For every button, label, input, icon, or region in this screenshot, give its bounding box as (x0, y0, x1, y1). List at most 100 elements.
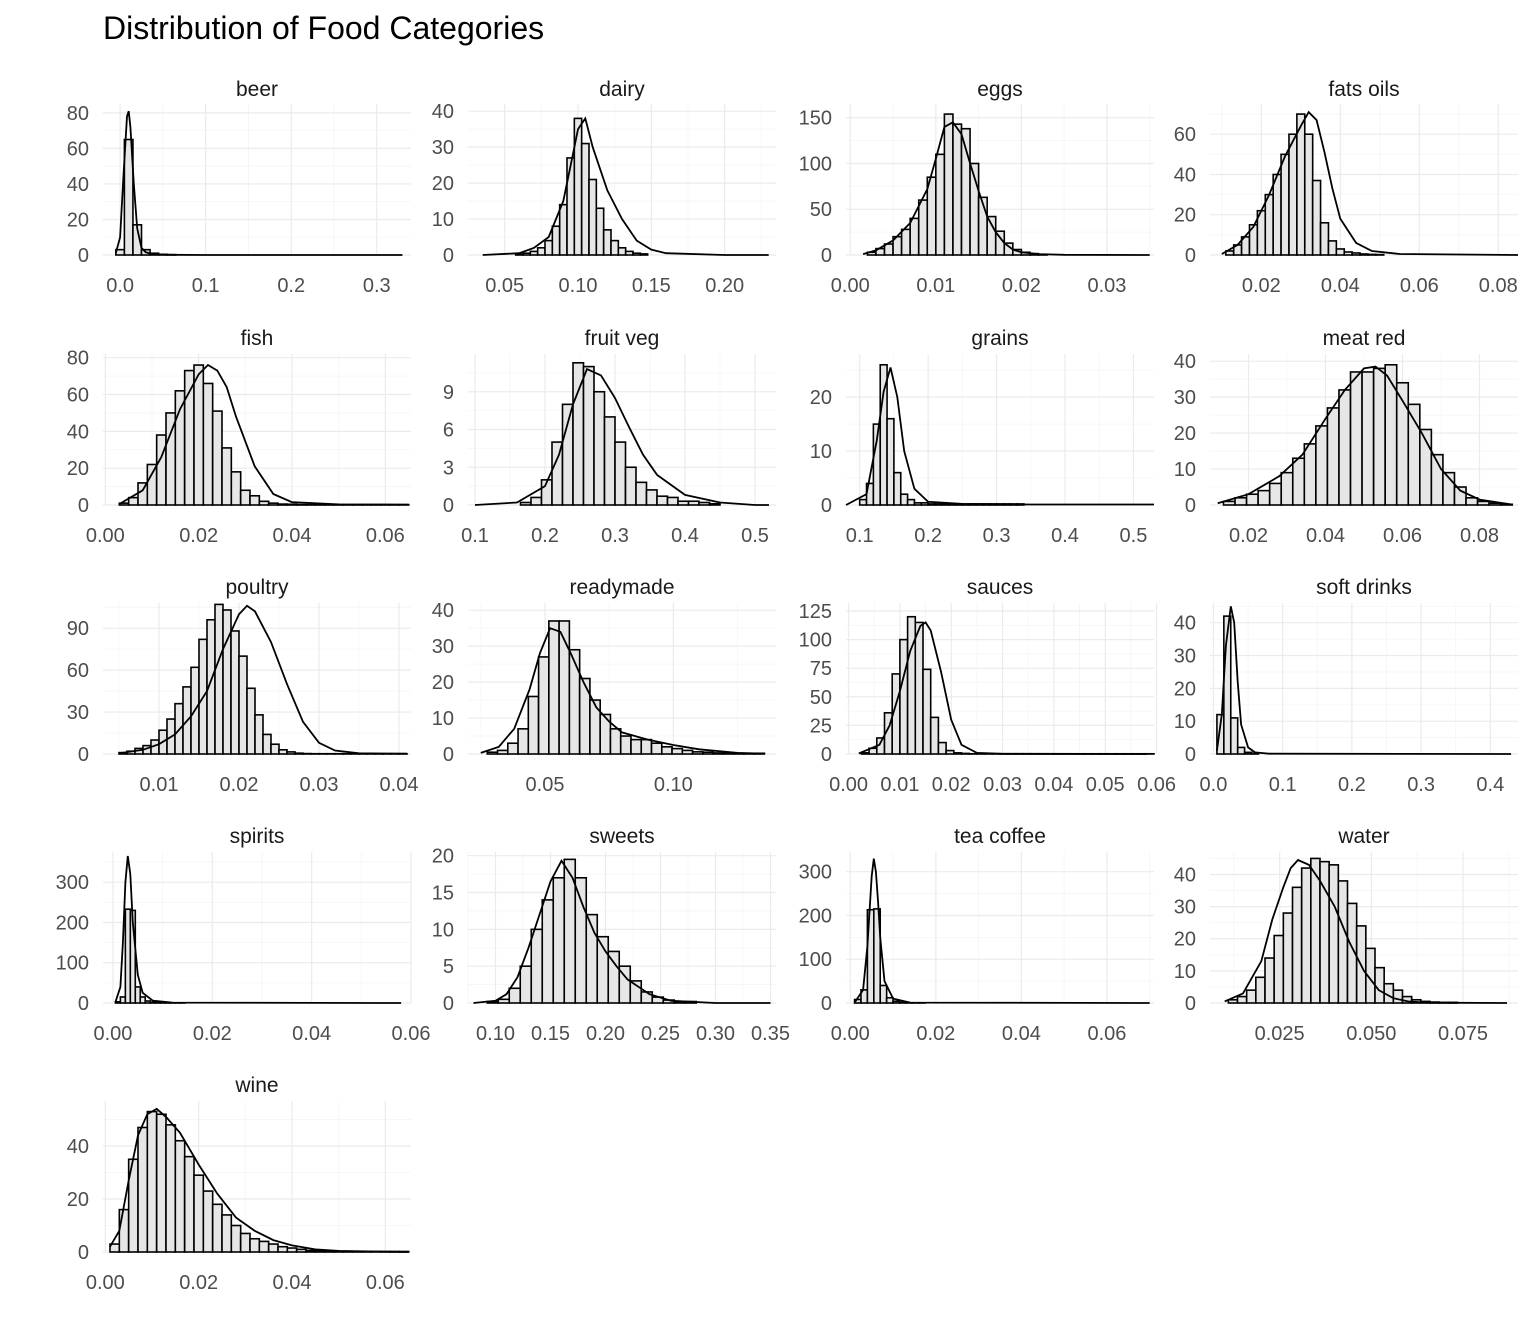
x-tick-label: 0.00 (86, 1272, 125, 1294)
histogram-bar (529, 250, 539, 256)
x-tick-label: 0.05 (485, 275, 524, 297)
x-tick-label: 0.5 (741, 525, 769, 547)
panel-eggs: eggs 0 50 100 150 0.00 0.01 0.02 0.03 (799, 78, 1154, 297)
x-tick-label: 0.3 (983, 525, 1011, 547)
y-tick-label: 0 (443, 495, 454, 517)
y-tick-label: 30 (1174, 897, 1196, 919)
histogram-bar (1272, 173, 1282, 256)
x-tick-label: 0.06 (1383, 525, 1422, 547)
x-tick-label: 0.15 (632, 275, 671, 297)
facet-label: spirits (230, 825, 285, 848)
histogram-bar (139, 996, 147, 1004)
x-tick-label: 0.0 (1200, 774, 1228, 796)
x-tick-label: 0.35 (751, 1023, 790, 1045)
y-tick-label: 0 (1185, 993, 1196, 1015)
histogram-bar (202, 1190, 214, 1253)
histogram-bar (211, 410, 223, 506)
histogram-bar (632, 252, 642, 256)
y-tick-label: 20 (432, 173, 454, 195)
histogram-bar (123, 138, 134, 256)
y-tick-label: 200 (799, 905, 832, 927)
histogram-bar (580, 142, 590, 256)
histogram-bar (238, 655, 248, 755)
y-tick-label: 10 (432, 209, 454, 231)
facet-label: beer (236, 78, 278, 101)
density-line (1216, 606, 1512, 755)
histogram-bar (906, 498, 916, 506)
y-tick-label: 0 (821, 993, 832, 1015)
histogram-bar (1338, 389, 1352, 506)
histogram-bar (952, 752, 963, 755)
histogram-bar (222, 609, 232, 755)
histogram-bar (221, 1214, 233, 1253)
histogram-bar (286, 1247, 298, 1253)
histogram-bar (1303, 443, 1317, 506)
histogram-bar (1361, 371, 1375, 506)
histogram-bar (519, 501, 532, 506)
y-tick-label: 40 (1174, 864, 1196, 886)
histogram-bar (708, 502, 721, 506)
histogram-bar (548, 620, 560, 755)
histogram-bar (656, 495, 669, 506)
histogram-bar (917, 199, 929, 256)
y-tick-label: 10 (810, 441, 832, 463)
histogram-bar (486, 751, 499, 755)
panel-water: water 0 10 20 30 40 0.025 0.050 0.075 (1174, 825, 1518, 1045)
y-tick-label: 100 (799, 630, 832, 652)
y-tick-label: 0 (1185, 744, 1196, 766)
histogram-bar (1257, 489, 1271, 506)
x-tick-label: 0.01 (916, 275, 955, 297)
x-tick-label: 0.2 (1338, 774, 1366, 796)
histogram-bar (677, 500, 690, 506)
histogram-bar (262, 733, 272, 755)
x-tick-label: 0.00 (829, 774, 868, 796)
histogram-bar (935, 153, 946, 256)
panel-fats-oils: fats oils 0 20 40 60 0.02 0.04 0.06 0.08 (1174, 78, 1519, 297)
x-tick-label: 0.3 (1407, 774, 1435, 796)
panel-sweets: sweets 0 5 10 15 20 0.10 0.15 0.20 0.25 0.30 0.35 (432, 825, 790, 1045)
histogram-bar (922, 668, 932, 755)
y-tick-label: 60 (67, 138, 89, 160)
histogram-bar (497, 998, 511, 1004)
y-tick-label: 20 (67, 458, 89, 480)
facet-label: poultry (225, 576, 289, 599)
histogram-bar (211, 1203, 223, 1253)
y-tick-label: 40 (1174, 164, 1196, 186)
y-tick-label: 40 (67, 421, 89, 443)
histogram-bar (593, 390, 606, 506)
facet-label: eggs (977, 78, 1023, 101)
x-tick-label: 0.2 (914, 525, 942, 547)
histogram-bar (551, 441, 564, 506)
facet-label: soft drinks (1316, 576, 1412, 599)
y-tick-label: 0 (821, 744, 832, 766)
facet-label: water (1337, 825, 1389, 848)
histogram-bar (617, 247, 627, 256)
histogram-bar (687, 500, 700, 506)
y-tick-label: 0 (821, 245, 832, 267)
y-tick-label: 60 (1174, 124, 1196, 146)
y-tick-label: 20 (810, 387, 832, 409)
x-tick-label: 0.02 (916, 1023, 955, 1045)
x-tick-label: 0.20 (705, 275, 744, 297)
x-tick-label: 0.02 (193, 1023, 232, 1045)
histogram-bar (1328, 864, 1340, 1004)
y-tick-label: 10 (1174, 711, 1196, 733)
x-tick-label: 0.1 (846, 525, 874, 547)
x-tick-label: 0.06 (392, 1023, 431, 1045)
panel-tea-coffee: tea coffee 0 100 200 300 0.00 0.02 0.04 0.06 (799, 825, 1154, 1045)
y-tick-label: 25 (810, 715, 832, 737)
x-tick-label: 0.01 (880, 774, 919, 796)
histogram-bar (1273, 934, 1285, 1004)
histogram-bar (681, 749, 694, 755)
facet-label: fish (241, 327, 274, 350)
panel-meat-red: meat red 0 10 20 30 40 0.02 0.04 0.06 0.08 (1174, 327, 1518, 547)
facet-label: tea coffee (954, 825, 1046, 848)
x-tick-label: 0.03 (1087, 275, 1126, 297)
y-tick-label: 60 (67, 385, 89, 407)
histogram-bar (1288, 133, 1298, 256)
histogram-bar (270, 743, 280, 755)
y-tick-label: 30 (1174, 646, 1196, 668)
y-tick-label: 5 (443, 956, 454, 978)
x-tick-label: 0.00 (831, 275, 870, 297)
